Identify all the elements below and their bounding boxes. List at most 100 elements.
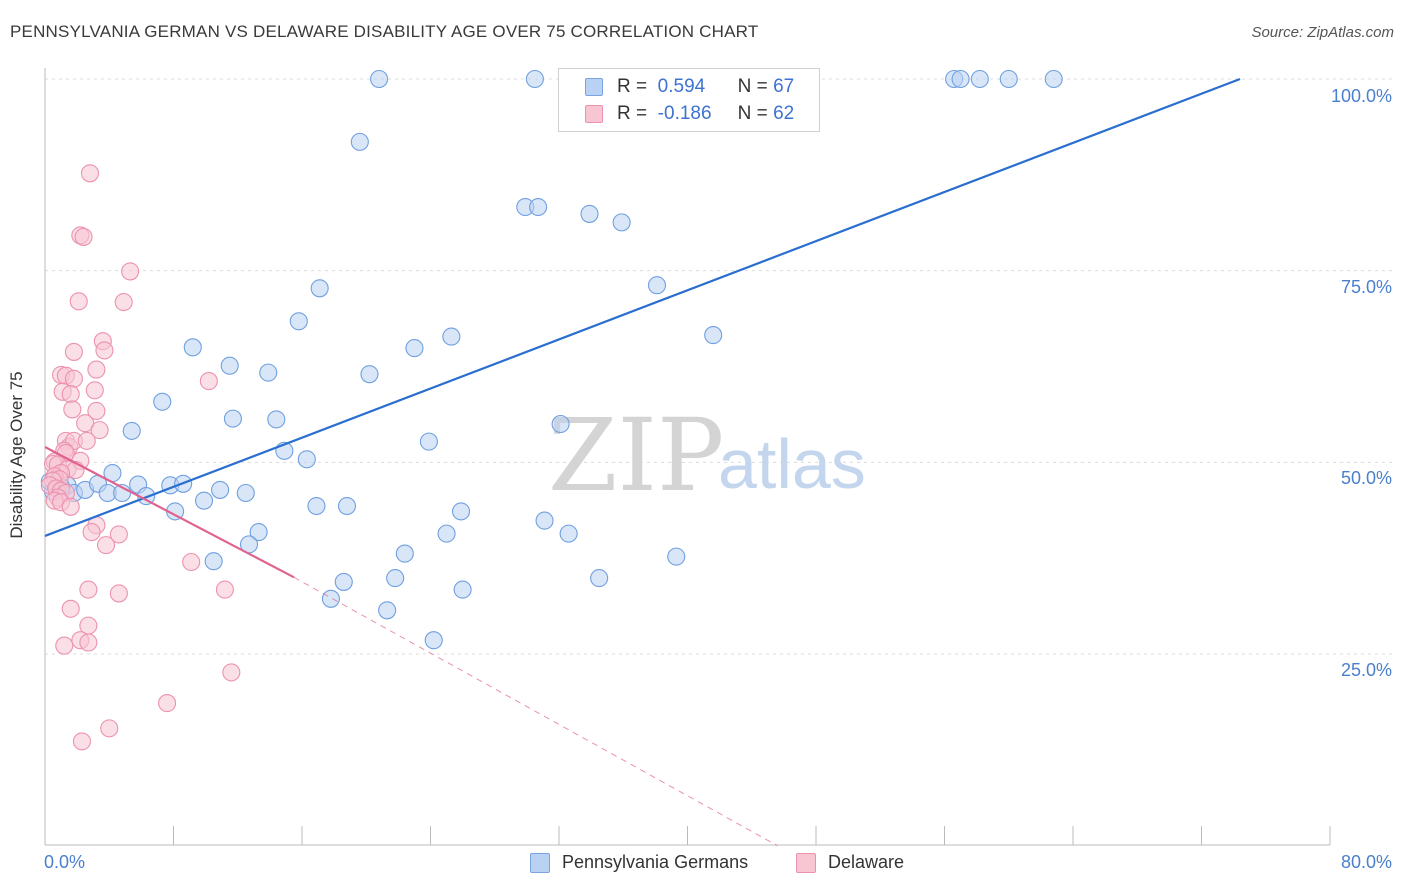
pennsylvania-point (612, 213, 631, 232)
pennsylvania-point (370, 69, 389, 89)
pennsylvania-point (350, 132, 369, 151)
delaware-point (95, 341, 114, 360)
y-tick-label-25: 25.0% (1340, 660, 1392, 680)
delaware-point (114, 293, 133, 312)
pennsylvania-point (310, 279, 329, 298)
delaware-point (61, 497, 80, 516)
axes (44, 68, 1331, 846)
pennsylvania-point (249, 523, 268, 542)
pennsylvania-point (535, 511, 554, 530)
delaware-point (215, 580, 234, 599)
pennsylvania-point (321, 589, 340, 608)
legend-item-pennsylvania-germans[interactable]: Pennsylvania Germans (530, 852, 748, 873)
watermark-zip: ZIP (548, 397, 724, 514)
pennsylvania-point (223, 409, 242, 428)
gridlines (45, 78, 1392, 655)
pennsylvania-point (289, 312, 308, 331)
pennsylvania-point (424, 631, 443, 650)
legend-row-pennsylvania: R = 0.594 N = 67 (585, 75, 794, 99)
legend-swatch-pink (585, 105, 603, 123)
delaware-point (82, 523, 101, 542)
pennsylvania-point (529, 197, 548, 217)
n-label: N = (737, 103, 768, 124)
pennsylvania-point (386, 569, 405, 588)
delaware-trend-extension (293, 576, 778, 847)
pennsylvania-point (220, 356, 239, 375)
pennsylvania-point (122, 421, 141, 440)
legend-swatch-pink (796, 852, 816, 873)
delaware-point (74, 227, 93, 246)
trend-lines (44, 77, 1241, 847)
legend-swatch-blue (585, 78, 603, 96)
delaware-point (61, 599, 80, 618)
legend-row-delaware: R = -0.186 N = 62 (585, 102, 794, 126)
pennsylvania-point (337, 496, 357, 516)
pennsylvania-point (405, 339, 424, 358)
pennsylvania-point (551, 414, 570, 434)
pennsylvania-point (395, 544, 414, 563)
pennsylvania-point (267, 410, 286, 429)
delaware-point (109, 525, 128, 544)
watermark-atlas: atlas (718, 425, 866, 503)
x-tick-label-min: 0.0% (44, 852, 86, 872)
y-tick-label-75: 75.0% (1340, 277, 1392, 297)
pennsylvania-point (999, 69, 1018, 89)
delaware-point (72, 732, 91, 751)
pennsylvania-point (419, 432, 438, 451)
delaware-point (64, 342, 83, 361)
y-axis-title: Disability Age Over 75 (7, 371, 26, 539)
pennsylvania-point (153, 392, 172, 411)
delaware-point (182, 552, 201, 572)
legend-swatch-blue (530, 852, 550, 873)
delaware-point (69, 292, 88, 311)
pennsylvania-point (183, 338, 202, 357)
pennsylvania-point (442, 327, 461, 346)
pennsylvania-point (236, 483, 255, 503)
pennsylvania-point (1044, 69, 1063, 89)
pennsylvania-point (297, 450, 316, 469)
delaware-point (63, 400, 82, 419)
watermark: ZIP atlas (548, 397, 866, 514)
n-label: N = (737, 76, 768, 97)
delaware-point (79, 580, 98, 599)
pennsylvania-trend-line (44, 77, 1241, 537)
delaware-point (100, 719, 119, 738)
r-label: R = (617, 76, 648, 97)
delaware-trend-line (44, 446, 295, 579)
pennsylvania-point (437, 524, 456, 543)
pennsylvania-point (334, 572, 353, 591)
pennsylvania-point (259, 363, 278, 382)
x-tick-label-max: 80.0% (1340, 852, 1392, 872)
pennsylvania-point (525, 69, 544, 89)
delaware-point (55, 636, 74, 655)
pennsylvania-point (194, 491, 214, 510)
delaware-point (199, 372, 218, 391)
legend-item-delaware[interactable]: Delaware (796, 852, 904, 873)
pennsylvania-point (559, 524, 578, 543)
pennsylvania-point (704, 326, 723, 345)
n-value: 67 (773, 76, 795, 97)
delaware-point (158, 694, 177, 713)
delaware-point (109, 584, 128, 603)
r-value: 0.594 (657, 76, 706, 97)
pennsylvania-point (211, 480, 230, 499)
delaware-point (79, 633, 98, 652)
delaware-point (76, 414, 95, 433)
source-label: Source: ZipAtlas.com (1251, 24, 1394, 41)
chart-title: PENNSYLVANIA GERMAN VS DELAWARE DISABILI… (10, 22, 759, 41)
pennsylvania-point (378, 601, 397, 620)
r-label: R = (617, 103, 648, 124)
n-value: 62 (773, 103, 795, 124)
pennsylvania-point (580, 204, 599, 223)
delaware-point (87, 401, 106, 421)
pennsylvania-point (667, 547, 686, 566)
delaware-point (90, 421, 109, 440)
pennsylvania-point (451, 502, 471, 521)
delaware-point (61, 385, 80, 404)
pennsylvania-point (590, 569, 609, 588)
delaware-point (121, 262, 140, 281)
legend-label: Delaware (828, 852, 905, 872)
pennsylvania-point (951, 69, 970, 89)
pennsylvania-point (970, 69, 989, 89)
